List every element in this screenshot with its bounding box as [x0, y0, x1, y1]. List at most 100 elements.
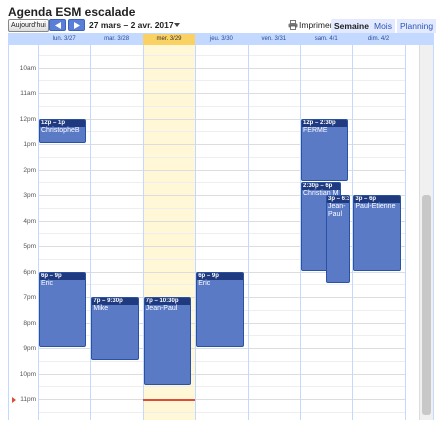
half-hour-line — [38, 54, 405, 56]
calendar-event[interactable]: 7p – 9:30p Mike — [91, 297, 139, 360]
event-title: Eric — [198, 279, 211, 287]
current-time-line — [142, 399, 196, 401]
calendar-event[interactable]: 12p – 2:30p FERME — [301, 118, 349, 182]
event-time: 12p – 2:30p — [302, 119, 348, 127]
half-hour-line — [38, 258, 405, 260]
day-separator — [90, 45, 92, 420]
day-separator — [300, 45, 301, 420]
hour-label: 11pm — [20, 396, 36, 403]
date-range: 27 mars – 2 avr. 2017 — [89, 20, 174, 30]
scrollbar-thumb[interactable] — [422, 195, 431, 415]
half-hour-line — [38, 182, 405, 184]
day-separator — [142, 45, 144, 420]
hour-line — [38, 169, 405, 171]
tab-month[interactable]: Mois — [371, 19, 395, 33]
current-time-arrow-icon — [12, 397, 16, 403]
day-header[interactable]: sam. 4/1 — [314, 36, 338, 42]
calendar-event[interactable]: 12p – 1p ChristopheB — [39, 118, 87, 143]
day-header-row: lun. 3/27 mar. 3/28 mer. 3/29 jeu. 3/30 ven.… — [9, 34, 433, 45]
scrollbar[interactable] — [419, 45, 433, 420]
day-separator — [247, 45, 249, 420]
hour-line — [38, 144, 405, 145]
day-separator — [404, 45, 406, 420]
half-hour-line — [38, 131, 405, 133]
time-grid[interactable]: 9am 10am 11am 12pm 1pm 2pm 3pm 4pm 5pm 6pm 7pm 8pm 9… — [9, 45, 433, 420]
hour-label: 1pm — [23, 141, 36, 148]
event-time: 12p – 1p — [40, 119, 86, 127]
event-title: Paul-Etienne — [355, 203, 396, 210]
hour-label: 11am — [20, 90, 36, 97]
day-header[interactable]: lun. 3/27 — [52, 36, 76, 42]
today-button[interactable]: Aujourd'hui — [8, 19, 49, 32]
arrow-right-icon — [74, 22, 80, 29]
day-separator — [38, 45, 39, 420]
event-time: 6p – 9p — [197, 272, 243, 280]
hour-label: 7pm — [23, 294, 36, 301]
event-time: 6p – 9p — [40, 272, 86, 280]
day-separator — [195, 45, 197, 420]
hour-line — [38, 67, 405, 69]
hour-line — [38, 220, 405, 222]
week-view: lun. 3/27 mar. 3/28 mer. 3/29 jeu. 3/30 ven.… — [8, 33, 434, 420]
toolbar: Aujourd'hui 27 mars – 2 avr. 2017 Imprim… — [8, 19, 438, 33]
event-title: Mike — [93, 305, 109, 312]
hour-label: 9am — [9, 45, 36, 46]
calendar-event[interactable]: 6p – 9p Eric — [39, 271, 87, 347]
calendar-event[interactable]: 3p – 6p Paul-Etienne — [353, 195, 401, 271]
event-time: 2:30p – 6p — [302, 183, 340, 191]
event-title: ChristopheB — [41, 126, 80, 134]
day-header[interactable]: mer. 3/29 — [142, 34, 196, 45]
hour-label: 9pm — [23, 345, 36, 352]
day-header[interactable]: dim. 4/2 — [367, 36, 390, 42]
half-hour-line — [38, 80, 405, 82]
hour-label: 2pm — [23, 166, 36, 174]
half-hour-line — [38, 105, 405, 107]
event-title: Christian M — [303, 190, 339, 198]
hour-line — [38, 246, 405, 247]
event-title: FERME — [303, 126, 328, 134]
calendar-event[interactable]: 6p – 9p Eric — [196, 271, 244, 347]
day-header[interactable]: jeu. 3/30 — [209, 36, 233, 42]
hour-line — [38, 373, 405, 375]
hour-label: 4pm — [23, 217, 36, 225]
hour-label: 3pm — [23, 192, 36, 199]
arrow-left-icon — [55, 22, 61, 29]
tab-week[interactable]: Semaine — [331, 19, 372, 33]
half-hour-line — [38, 233, 405, 235]
hour-label: 10pm — [19, 370, 36, 378]
hour-line — [38, 118, 405, 120]
event-title: Jean-Paul — [145, 305, 178, 312]
next-week-button[interactable] — [68, 19, 85, 31]
calendar-title: Agenda ESM escalade — [8, 5, 136, 19]
hour-line — [38, 93, 405, 94]
half-hour-line — [38, 386, 405, 388]
chevron-down-icon[interactable] — [174, 23, 180, 27]
hour-gutter: 9am 10am 11am 12pm 1pm 2pm 3pm 4pm 5pm 6pm 7pm 8pm 9… — [9, 45, 38, 420]
hour-label: 6pm — [23, 268, 36, 276]
hour-line — [38, 348, 405, 349]
event-time: 3p – 6:30p — [327, 196, 349, 203]
event-time: 7p – 9:30p — [92, 298, 138, 305]
tab-planning[interactable]: Planning — [397, 19, 437, 33]
half-hour-line — [38, 360, 405, 362]
day-separator — [352, 45, 354, 420]
event-time: 3p – 6p — [354, 196, 400, 203]
half-hour-line — [38, 207, 405, 209]
event-title: Eric — [41, 279, 54, 287]
half-hour-line — [38, 411, 405, 413]
event-time: 7p – 10:30p — [144, 298, 191, 305]
half-hour-line — [38, 156, 405, 158]
printer-icon[interactable] — [288, 20, 298, 30]
hour-line — [38, 399, 405, 400]
calendar-event[interactable]: 7p – 10:30p Jean-Paul — [143, 297, 192, 386]
hour-label: 10am — [19, 64, 36, 72]
hour-label: 12pm — [19, 115, 36, 123]
hour-line — [38, 195, 405, 196]
day-header[interactable]: ven. 3/31 — [261, 36, 287, 42]
day-header[interactable]: mar. 3/28 — [104, 36, 130, 42]
hour-label: 8pm — [23, 319, 36, 327]
event-title: Jean-Paul — [328, 203, 346, 218]
print-link[interactable]: Imprimer — [299, 20, 333, 30]
prev-week-button[interactable] — [49, 19, 66, 31]
